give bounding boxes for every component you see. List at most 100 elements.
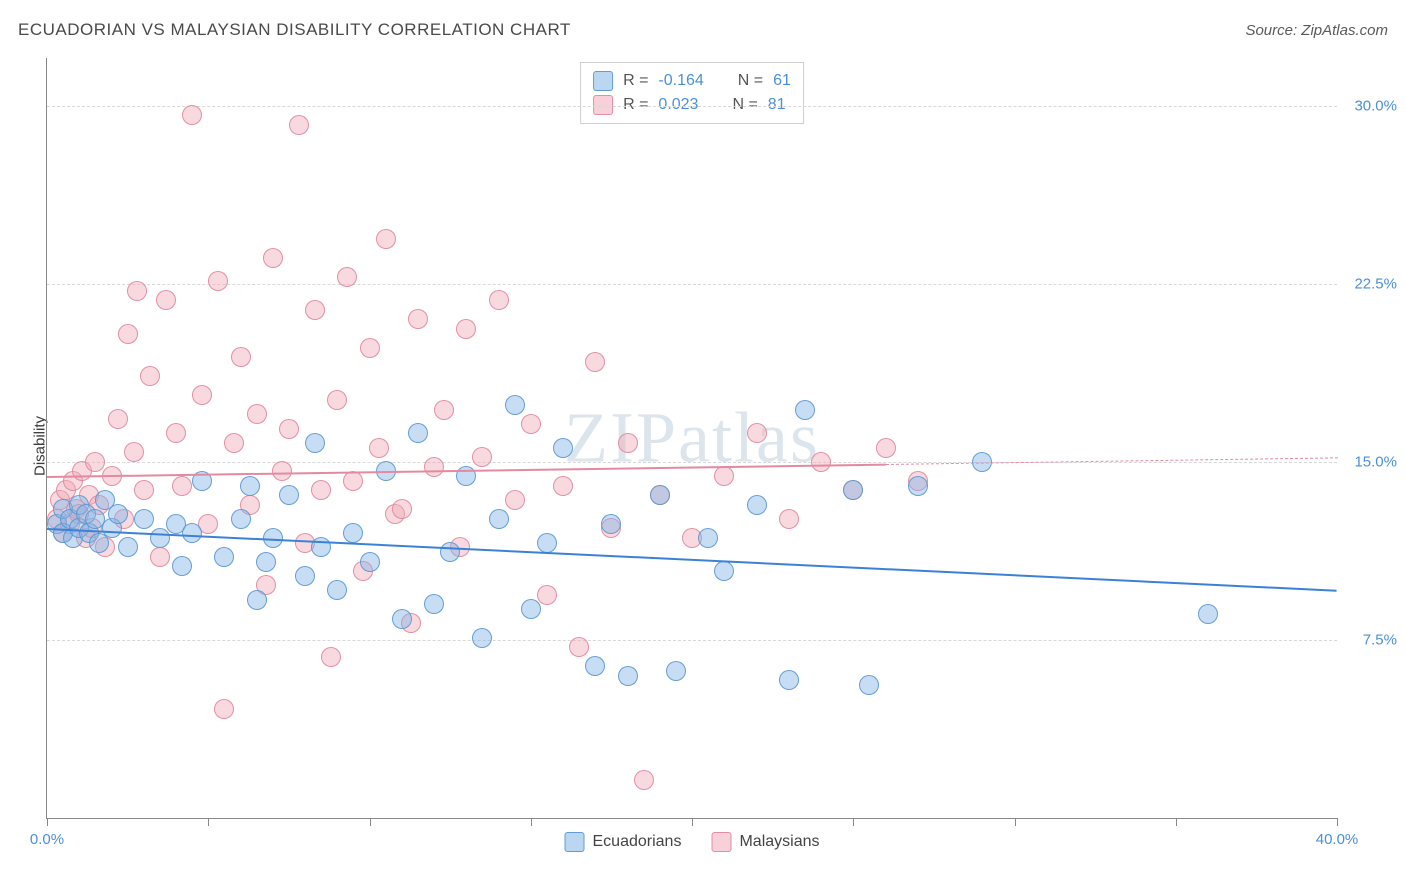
scatter-point — [214, 699, 234, 719]
gridline — [47, 640, 1337, 641]
scatter-point — [295, 566, 315, 586]
scatter-point — [601, 514, 621, 534]
x-tick — [208, 818, 209, 826]
scatter-point — [434, 400, 454, 420]
scatter-point — [569, 637, 589, 657]
scatter-point — [360, 338, 380, 358]
scatter-point — [779, 509, 799, 529]
scatter-point — [343, 471, 363, 491]
scatter-point — [140, 366, 160, 386]
scatter-point — [714, 466, 734, 486]
scatter-point — [747, 423, 767, 443]
swatch-icon — [711, 832, 731, 852]
scatter-point — [263, 248, 283, 268]
scatter-point — [272, 461, 292, 481]
scatter-point — [376, 229, 396, 249]
scatter-point — [279, 419, 299, 439]
y-tick-label: 15.0% — [1342, 453, 1397, 470]
scatter-point — [337, 267, 357, 287]
scatter-point — [634, 770, 654, 790]
x-tick — [47, 818, 48, 826]
scatter-point — [150, 547, 170, 567]
scatter-point — [231, 347, 251, 367]
x-tick — [370, 818, 371, 826]
scatter-point — [343, 523, 363, 543]
scatter-point — [311, 480, 331, 500]
scatter-point — [489, 290, 509, 310]
scatter-point — [118, 324, 138, 344]
gridline — [47, 106, 1337, 107]
source-label: Source: ZipAtlas.com — [1245, 22, 1388, 39]
scatter-point — [811, 452, 831, 472]
x-tick — [1015, 818, 1016, 826]
r-label: R = — [623, 72, 648, 90]
scatter-point — [279, 485, 299, 505]
x-tick-label: 0.0% — [30, 831, 64, 848]
scatter-point — [392, 499, 412, 519]
scatter-point — [537, 533, 557, 553]
r-value: -0.164 — [658, 72, 703, 90]
scatter-point — [182, 523, 202, 543]
scatter-point — [321, 647, 341, 667]
scatter-point — [231, 509, 251, 529]
legend-label: Malaysians — [739, 833, 819, 851]
x-tick — [531, 818, 532, 826]
scatter-point — [779, 670, 799, 690]
scatter-point — [908, 476, 928, 496]
scatter-point — [698, 528, 718, 548]
x-tick — [853, 818, 854, 826]
scatter-point — [327, 580, 347, 600]
scatter-point — [1198, 604, 1218, 624]
scatter-point — [666, 661, 686, 681]
scatter-point — [134, 509, 154, 529]
scatter-point — [369, 438, 389, 458]
scatter-point — [172, 556, 192, 576]
scatter-point — [360, 552, 380, 572]
scatter-point — [182, 105, 202, 125]
scatter-point — [247, 590, 267, 610]
scatter-point — [553, 476, 573, 496]
scatter-point — [424, 594, 444, 614]
scatter-point — [795, 400, 815, 420]
n-label: N = — [738, 72, 763, 90]
x-tick-label: 40.0% — [1316, 831, 1359, 848]
scatter-point — [172, 476, 192, 496]
scatter-point — [240, 476, 260, 496]
scatter-point — [224, 433, 244, 453]
scatter-point — [108, 504, 128, 524]
scatter-point — [305, 300, 325, 320]
scatter-point — [747, 495, 767, 515]
scatter-point — [305, 433, 325, 453]
scatter-point — [714, 561, 734, 581]
scatter-point — [843, 480, 863, 500]
scatter-point — [650, 485, 670, 505]
scatter-point — [166, 423, 186, 443]
scatter-point — [585, 352, 605, 372]
scatter-point — [489, 509, 509, 529]
scatter-point — [505, 490, 525, 510]
gridline — [47, 284, 1337, 285]
scatter-point — [472, 447, 492, 467]
scatter-point — [127, 281, 147, 301]
scatter-point — [247, 404, 267, 424]
scatter-point — [618, 666, 638, 686]
scatter-chart: ZIPatlas R = -0.164 N = 61 R = 0.023 N =… — [46, 58, 1337, 819]
scatter-point — [124, 442, 144, 462]
scatter-point — [108, 409, 128, 429]
y-tick-label: 30.0% — [1342, 97, 1397, 114]
x-tick — [1176, 818, 1177, 826]
scatter-point — [392, 609, 412, 629]
scatter-point — [289, 115, 309, 135]
x-tick — [692, 818, 693, 826]
scatter-point — [440, 542, 460, 562]
scatter-point — [408, 309, 428, 329]
scatter-point — [859, 675, 879, 695]
stats-legend: R = -0.164 N = 61 R = 0.023 N = 81 — [580, 62, 804, 124]
scatter-point — [456, 319, 476, 339]
scatter-point — [521, 599, 541, 619]
scatter-point — [156, 290, 176, 310]
scatter-point — [256, 552, 276, 572]
scatter-point — [618, 433, 638, 453]
scatter-point — [537, 585, 557, 605]
scatter-point — [553, 438, 573, 458]
